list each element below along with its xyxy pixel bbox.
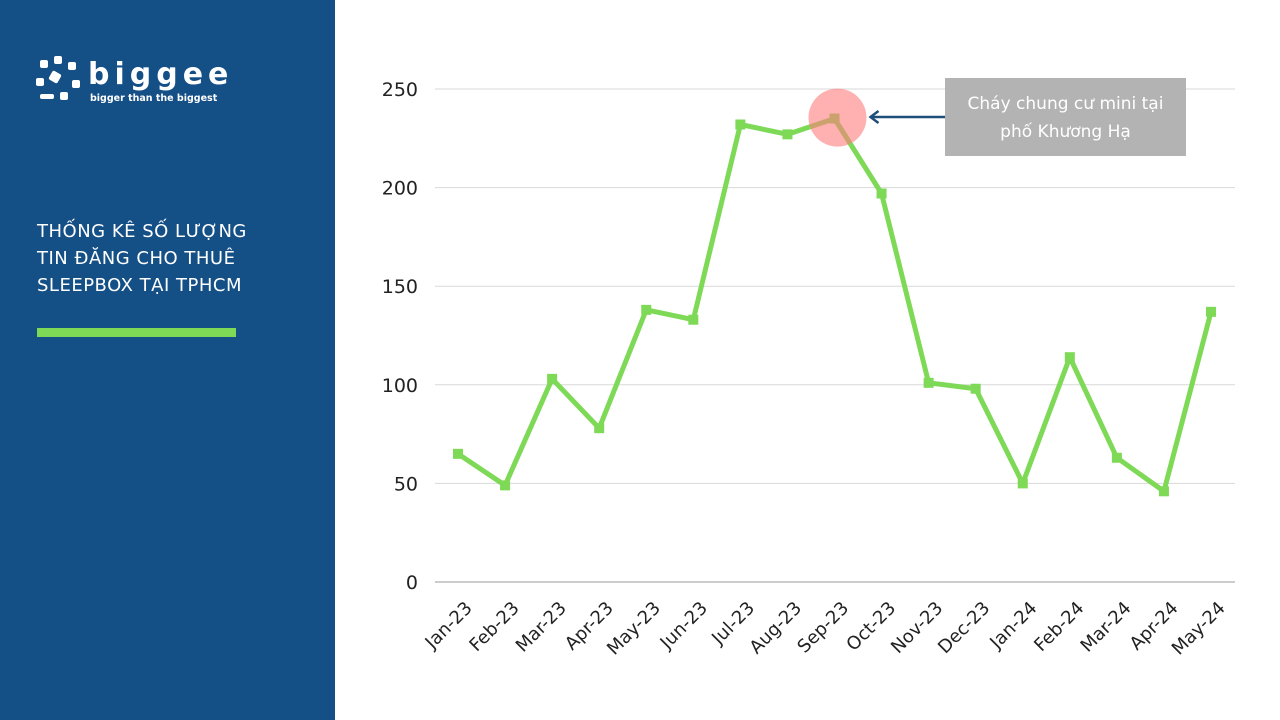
- data-marker: [500, 480, 511, 491]
- annotation-text: Cháy chung cư mini tại phố Khương Hạ: [945, 78, 1186, 156]
- data-marker: [735, 119, 746, 130]
- data-marker: [923, 377, 934, 388]
- data-marker: [782, 129, 793, 140]
- y-tick-label: 0: [406, 572, 418, 594]
- data-marker: [970, 383, 981, 394]
- y-tick-label: 50: [394, 473, 418, 495]
- data-marker: [1206, 306, 1216, 317]
- slide-title: THỐNG KÊ SỐ LƯỢNG TIN ĐĂNG CHO THUÊ SLEE…: [37, 218, 247, 299]
- x-tick-label: May-24: [1168, 598, 1230, 660]
- brand-tagline: bigger than the biggest: [90, 93, 218, 104]
- title-line: SLEEPBOX TẠI TPHCM: [37, 275, 242, 296]
- x-tick-label: May-23: [603, 598, 665, 660]
- logo: biggee bigger than the biggest: [36, 56, 233, 104]
- x-tick-label: Feb-23: [465, 598, 523, 656]
- x-tick-label: Sep-23: [793, 598, 853, 658]
- data-marker: [641, 304, 652, 315]
- data-marker: [1064, 352, 1075, 363]
- x-tick-label: Jan-24: [985, 598, 1041, 654]
- annotation-box: Cháy chung cư mini tại phố Khương Hạ: [945, 78, 1186, 156]
- data-marker: [1017, 478, 1028, 489]
- data-marker: [876, 188, 887, 199]
- data-marker: [453, 448, 463, 459]
- data-marker: [594, 423, 605, 434]
- highlight-circle: [808, 88, 867, 147]
- title-line: THỐNG KÊ SỐ LƯỢNG: [37, 221, 247, 242]
- x-tick-label: Dec-23: [934, 598, 994, 658]
- x-tick-label: Jun-23: [656, 598, 712, 654]
- y-tick-label: 100: [382, 375, 418, 397]
- data-marker: [688, 314, 699, 325]
- y-tick-label: 200: [382, 178, 418, 200]
- y-tick-label: 250: [382, 79, 418, 101]
- data-marker: [547, 373, 558, 384]
- x-tick-label: Nov-23: [887, 598, 947, 658]
- data-marker: [1158, 486, 1169, 497]
- data-line: [456, 116, 1214, 494]
- x-tick-label: Feb-24: [1030, 598, 1088, 656]
- chart: 050100150200250Jan-23Feb-23Mar-23Apr-23M…: [382, 78, 1235, 660]
- accent-bar: [37, 328, 236, 337]
- x-tick-label: Mar-23: [512, 598, 571, 657]
- title-line: TIN ĐĂNG CHO THUÊ: [37, 248, 236, 269]
- x-tick-label: Aug-23: [746, 598, 806, 658]
- x-tick-label: Jan-23: [421, 598, 477, 654]
- brand-name: biggee: [88, 57, 233, 92]
- logo-icon: [36, 56, 80, 100]
- data-marker: [1111, 452, 1122, 463]
- side-panel: biggee bigger than the biggest THỐNG KÊ …: [0, 0, 335, 720]
- x-tick-label: Mar-24: [1077, 598, 1136, 657]
- arrow-head: [868, 110, 880, 124]
- y-tick-label: 150: [382, 276, 418, 298]
